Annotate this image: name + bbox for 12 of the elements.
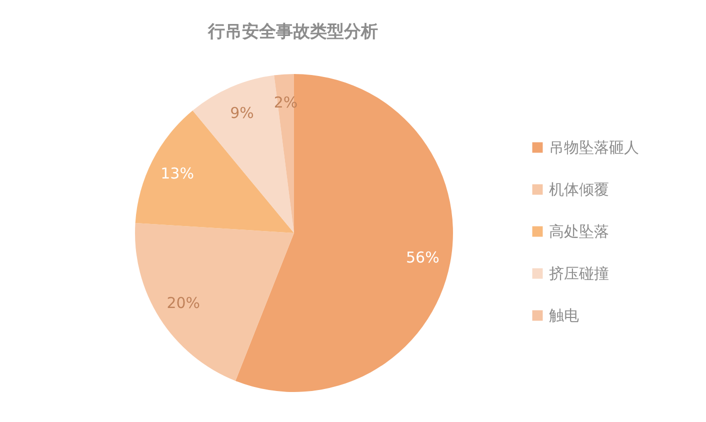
data-label: 13% (160, 164, 194, 183)
legend-label: 吊物坠落砸人 (549, 138, 639, 156)
legend-label: 机体倾覆 (549, 180, 609, 198)
data-label: 56% (406, 248, 440, 267)
data-label: 2% (274, 93, 298, 112)
legend-label: 挤压碰撞 (549, 264, 609, 282)
legend-label: 高处坠落 (549, 222, 609, 240)
data-label: 9% (230, 104, 254, 122)
pie-slice (135, 223, 294, 381)
chart-title: 行吊安全事故类型分析 (207, 22, 378, 42)
legend-label: 触电 (549, 306, 579, 324)
data-label: 20% (166, 294, 200, 312)
